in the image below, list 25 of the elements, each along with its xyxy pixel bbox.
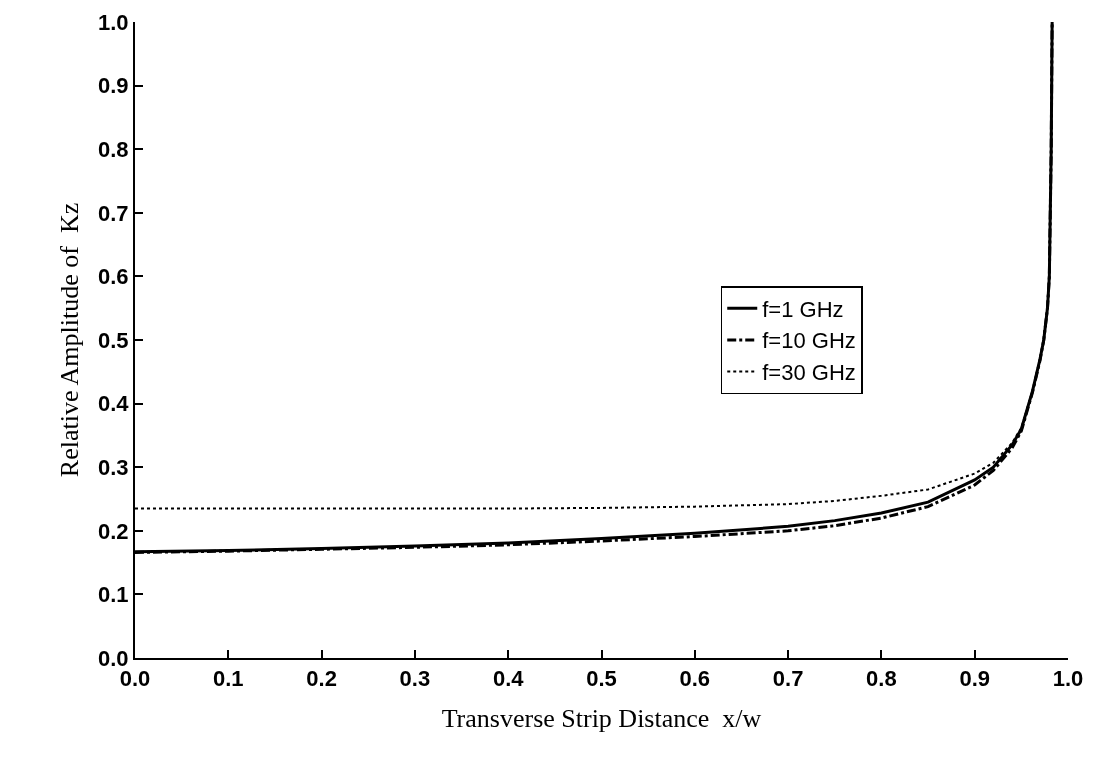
y-tick-label: 0.5 [98,327,129,353]
x-tick-label: 0.9 [959,666,990,692]
legend-label: f=30 GHz [762,360,856,386]
x-tick-label: 0.5 [586,666,617,692]
y-tick-label: 0.6 [98,264,129,290]
y-tick-label: 1.0 [98,9,129,35]
y-tick-label: 0.7 [98,200,129,226]
x-axis-title: Transverse Strip Distance x/w [441,703,762,733]
y-tick-label: 0.9 [98,73,129,99]
y-tick-label: 0.3 [98,454,129,480]
y-tick-label: 0.2 [98,518,129,544]
x-tick-label: 0.3 [399,666,431,692]
x-tick-label: 0.2 [306,666,337,692]
x-tick-label: 1.0 [1052,666,1084,692]
legend-label: f=10 GHz [762,328,856,354]
legend-label: f=1 GHz [762,296,844,322]
x-tick-label: 0.6 [679,666,711,692]
x-tick-label: 0.8 [866,666,897,692]
x-tick-label: 0.1 [213,666,244,692]
y-tick-label: 0.8 [98,136,129,162]
y-axis-title: Relative Amplitude of Kz [54,202,84,478]
x-tick-label: 0.4 [492,666,525,692]
x-tick-label: 0.7 [772,666,804,692]
y-tick-label: 0.4 [98,391,130,417]
y-tick-label: 0.1 [98,582,129,608]
